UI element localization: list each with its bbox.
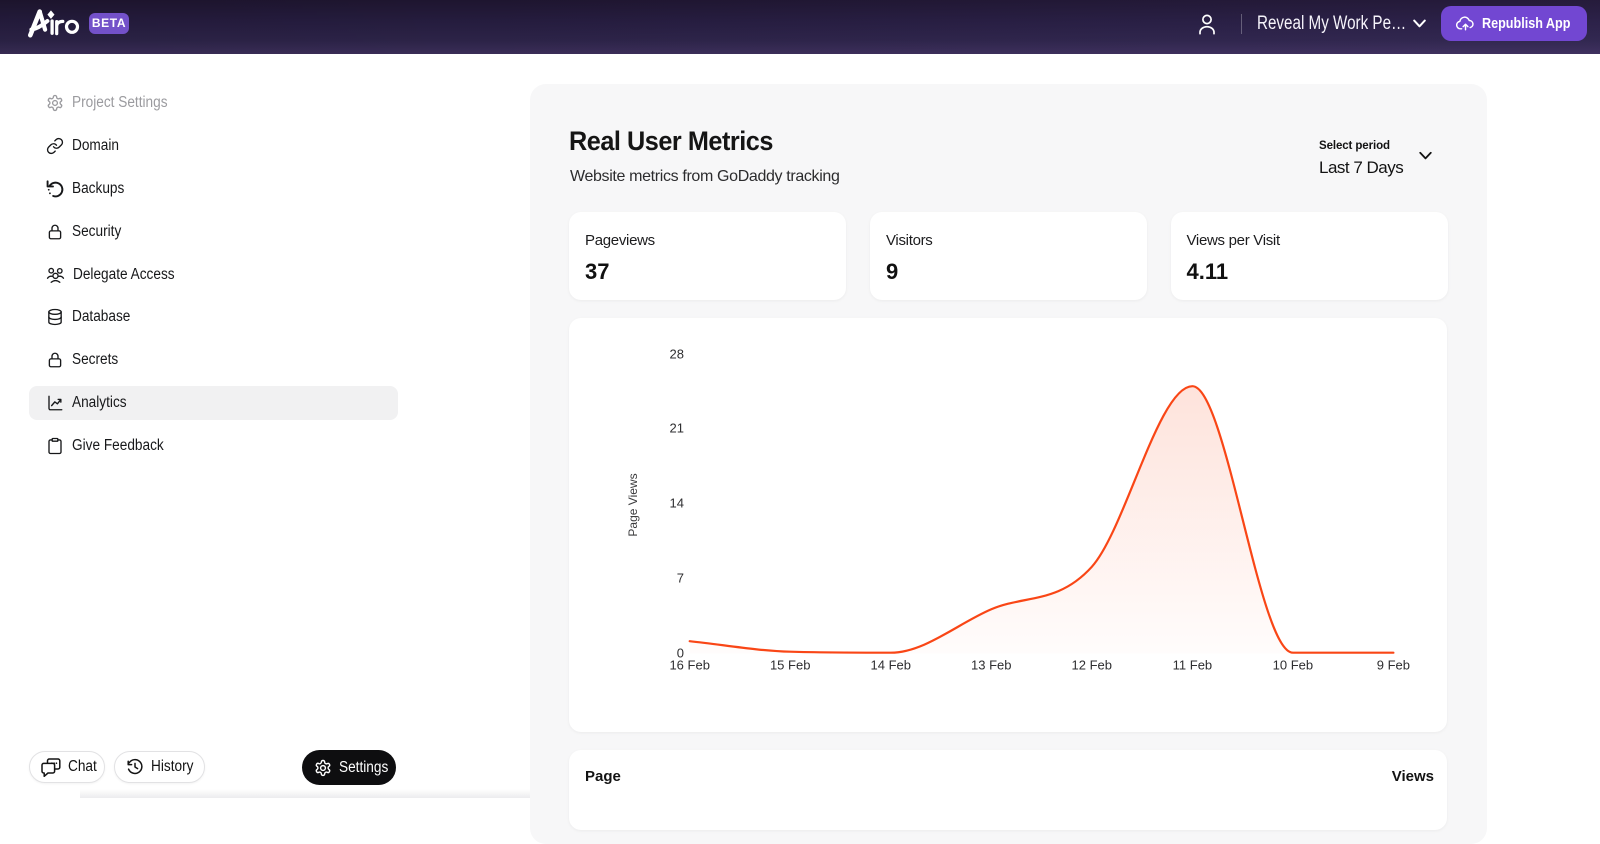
svg-text:15 Feb: 15 Feb (770, 658, 810, 673)
svg-text:16 Feb: 16 Feb (669, 658, 709, 673)
svg-text:9 Feb: 9 Feb (1377, 658, 1410, 673)
svg-text:28: 28 (670, 347, 684, 362)
svg-text:14: 14 (670, 496, 684, 511)
svg-text:7: 7 (677, 571, 684, 586)
svg-text:0: 0 (677, 646, 684, 661)
svg-text:14 Feb: 14 Feb (871, 658, 911, 673)
svg-text:Page Views: Page Views (626, 473, 640, 536)
svg-text:10 Feb: 10 Feb (1273, 658, 1313, 673)
svg-text:21: 21 (670, 421, 684, 436)
svg-text:12 Feb: 12 Feb (1072, 658, 1112, 673)
svg-text:11 Feb: 11 Feb (1173, 658, 1213, 673)
svg-text:13 Feb: 13 Feb (971, 658, 1011, 673)
